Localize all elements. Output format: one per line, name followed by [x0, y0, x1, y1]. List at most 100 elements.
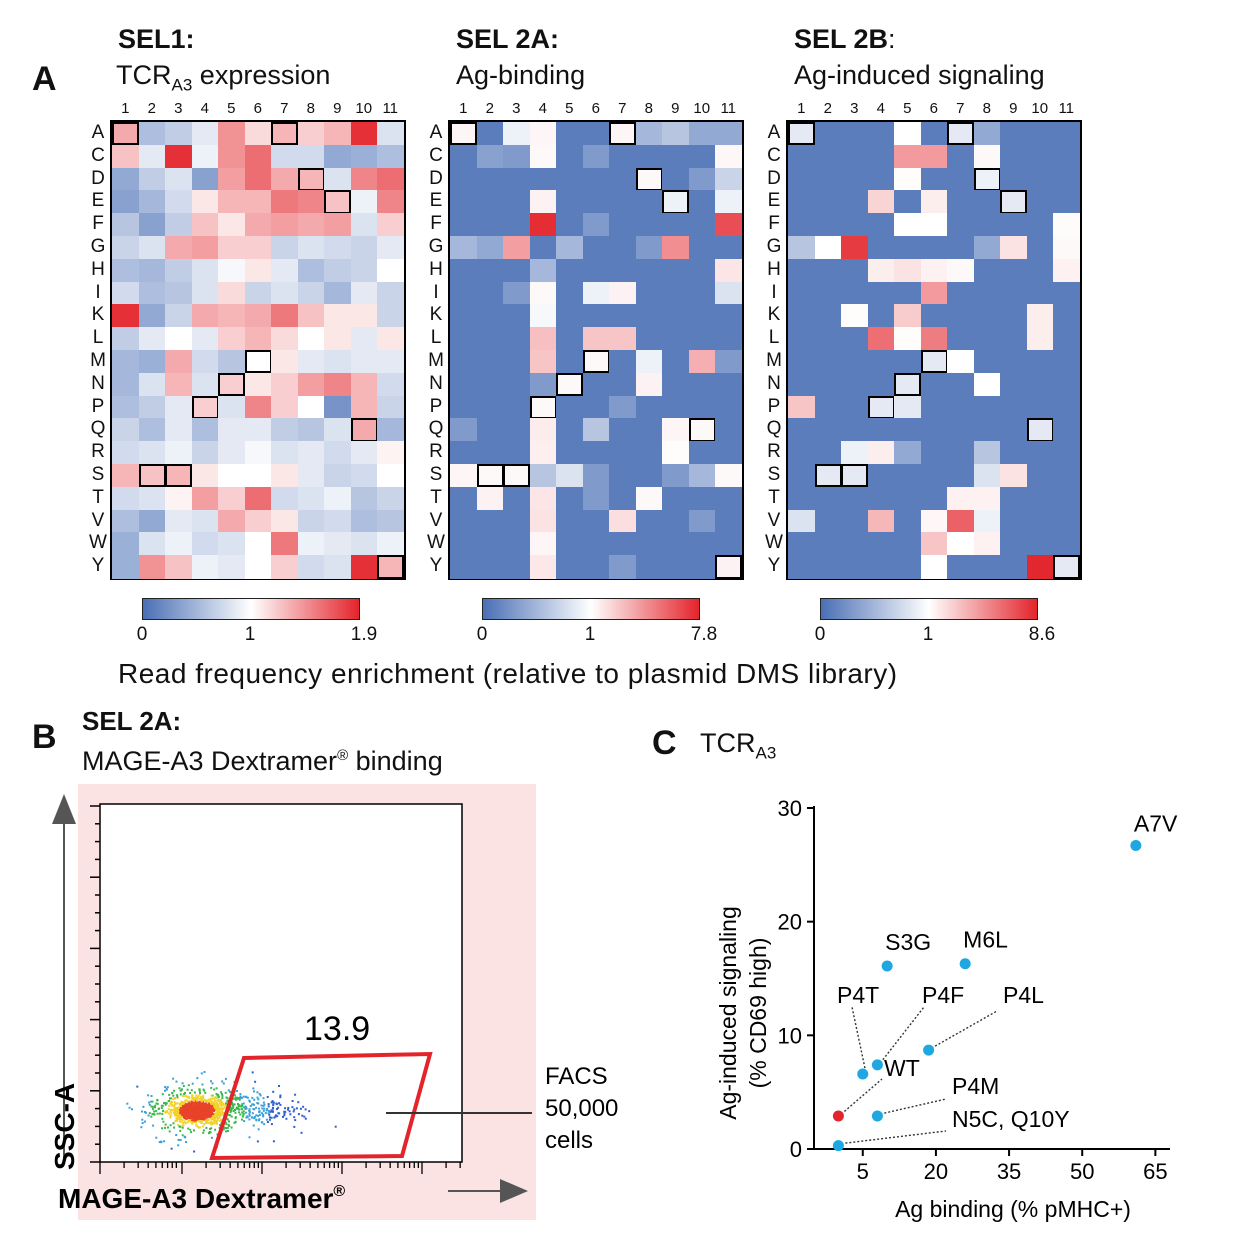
facs-event-dot: [239, 1095, 242, 1098]
heatmap-column-label: 7: [956, 100, 965, 117]
heatmap-cell: [450, 464, 478, 488]
heatmap-cell: [788, 372, 816, 397]
facs-event-dot: [211, 1116, 214, 1118]
facs-event-dot: [192, 1114, 195, 1117]
facs-event-dot: [260, 1104, 263, 1107]
heatmap-cell: [920, 327, 948, 351]
heatmap-row-label: S: [429, 464, 443, 485]
facs-event-dot: [256, 1091, 259, 1094]
heatmap-cell: [814, 213, 842, 237]
heatmap-cell: [450, 327, 478, 351]
facs-event-dot: [262, 1109, 265, 1112]
facs-event-dot: [210, 1086, 213, 1089]
heatmap-cell: [841, 555, 869, 579]
facs-event-dot: [189, 1112, 192, 1115]
heatmap-row-label: E: [429, 190, 443, 212]
heatmap-cell: [297, 236, 325, 260]
heatmap-cell: [688, 464, 716, 488]
facs-event-dot: [192, 1102, 195, 1105]
heatmap-column-label: 7: [618, 100, 627, 117]
heatmap-cell: [271, 395, 299, 419]
scatter-x-tick-label: 50: [1070, 1159, 1094, 1184]
facs-event-dot: [206, 1100, 209, 1103]
heatmap-cell: [1053, 418, 1081, 442]
facs-event-dot: [267, 1103, 270, 1106]
heatmap-cell: [894, 509, 922, 533]
facs-event-dot: [175, 1109, 178, 1112]
heatmap-cell: [973, 167, 1001, 191]
heatmap-cell: [297, 304, 325, 328]
facs-event-dot: [211, 1104, 214, 1107]
heatmap-column-label: 9: [671, 100, 680, 117]
heatmap-cell: [973, 418, 1001, 442]
heatmap-cell: [715, 281, 743, 305]
heatmap-cell: [377, 441, 405, 465]
heatmap-cell: [947, 350, 975, 374]
facs-event-dot: [196, 1105, 199, 1108]
heatmap-cell: [244, 350, 272, 374]
heatmap-cell: [582, 350, 610, 374]
heatmap-cell: [841, 372, 869, 397]
heatmap-cell: [138, 167, 166, 191]
heatmap-cell: [814, 281, 842, 305]
facs-event-dot: [161, 1104, 164, 1107]
heatmap-cell: [582, 167, 610, 191]
heatmap-cell: [894, 190, 922, 214]
heatmap-cell: [635, 532, 663, 556]
heatmap-cell: [112, 190, 140, 214]
scatter-x-label: Ag binding (% pMHC+): [895, 1196, 1131, 1222]
heatmap-cell: [529, 441, 557, 465]
heatmap-cell: [112, 555, 140, 579]
heatmap-cell: [688, 281, 716, 305]
heatmap-cell: [1000, 441, 1028, 465]
facs-event-dot: [169, 1108, 172, 1111]
heatmap-cell: [271, 464, 299, 488]
facs-event-dot: [266, 1108, 269, 1110]
panel-b-subtitle-main: MAGE-A3 Dextramer: [82, 746, 338, 776]
facs-event-dot: [228, 1114, 231, 1117]
heatmap-cell: [788, 167, 816, 191]
facs-event-dot: [241, 1111, 244, 1114]
scatter-leader-line: [931, 1010, 998, 1049]
heatmap-column-label: 8: [306, 100, 315, 117]
scatter-point-label: P4T: [837, 982, 879, 1008]
heatmap-cell: [582, 190, 610, 214]
facs-event-dot: [157, 1107, 160, 1110]
heatmap-row-label: D: [429, 167, 443, 189]
heatmap-cell: [191, 144, 219, 169]
heatmap-cell: [324, 395, 352, 419]
facs-event-dot: [194, 1116, 197, 1119]
heatmap-row-label: S: [767, 464, 781, 485]
heatmap-cell: [788, 350, 816, 374]
facs-event-dot: [177, 1124, 179, 1127]
heatmap-cell: [582, 509, 610, 533]
heatmap-cell: [973, 509, 1001, 533]
facs-event-dot: [198, 1101, 201, 1104]
heatmap-cell: [841, 258, 869, 283]
facs-event-dot: [219, 1124, 222, 1127]
heatmap-row-label: C: [767, 144, 781, 166]
heatmap-cell: [920, 281, 948, 305]
scatter-x-tick-label: 35: [997, 1159, 1021, 1184]
heatmap-cell: [529, 213, 557, 237]
heatmap-cell: [529, 555, 557, 579]
facs-event-dot: [193, 1121, 196, 1124]
heatmap-row-label: P: [429, 395, 443, 417]
facs-event-dot: [256, 1140, 259, 1143]
facs-event-dot: [187, 1104, 190, 1107]
facs-event-dot: [148, 1112, 151, 1115]
facs-event-dot: [203, 1123, 206, 1126]
heatmap-column-label: 2: [485, 100, 494, 117]
facs-event-dot: [198, 1088, 201, 1091]
facs-event-dot: [195, 1098, 198, 1101]
facs-event-dot: [212, 1114, 215, 1117]
heatmap-row-label: H: [767, 258, 781, 280]
heatmap-cell: [324, 486, 352, 511]
facs-event-dot: [178, 1113, 181, 1116]
heatmap-cell: [112, 236, 140, 260]
facs-event-dot: [208, 1111, 211, 1114]
heatmap-cell: [218, 509, 246, 533]
facs-event-dot: [216, 1103, 219, 1106]
heatmap-cell: [1053, 281, 1081, 305]
heatmap-cell: [476, 350, 504, 374]
